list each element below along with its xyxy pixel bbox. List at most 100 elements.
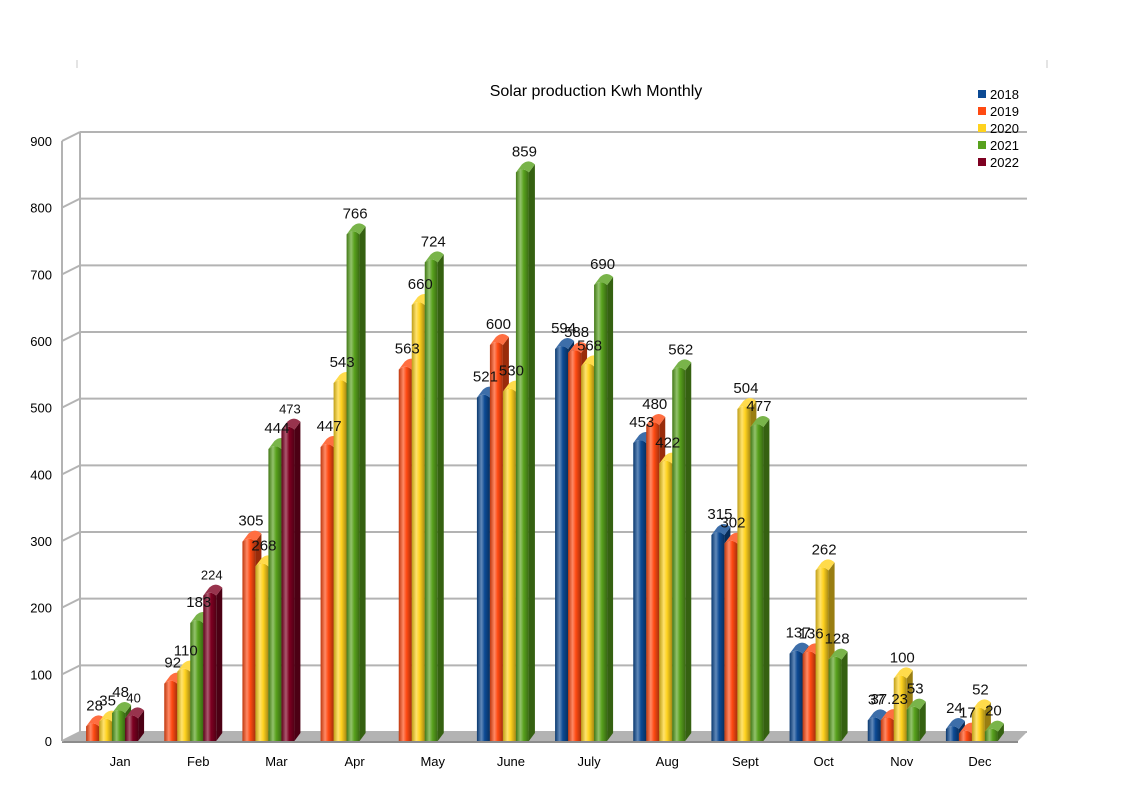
x-tick-label: Feb [187, 754, 209, 769]
data-label: 110 [174, 643, 198, 660]
data-label: 53 [907, 681, 924, 698]
data-label: 100 [890, 649, 915, 666]
legend-swatch-2018 [978, 90, 986, 98]
data-label: 473 [279, 402, 301, 417]
data-label: 480 [642, 396, 667, 413]
x-tick-label: Sept [732, 754, 759, 769]
floor [62, 732, 1027, 741]
data-label: 35 [99, 693, 116, 710]
x-tick-label: Aug [656, 754, 679, 769]
data-label: 724 [421, 233, 446, 250]
bars [86, 161, 1004, 742]
data-label: 422 [655, 435, 680, 452]
data-label: 37 [868, 691, 885, 708]
legend: 2018 2019 2020 2021 2022 [978, 87, 1019, 170]
data-label: 92 [164, 655, 181, 672]
x-tick-label: Oct [813, 754, 834, 769]
x-tick-label: Nov [890, 754, 914, 769]
y-axis: 0 100 200 300 400 500 600 700 800 900 [30, 134, 52, 749]
data-label: 563 [395, 341, 420, 358]
y-tick-label: 400 [30, 467, 52, 482]
x-axis: Jan Feb Mar Apr May June July Aug Sept Oct Nov Dec [110, 754, 992, 769]
y-tick-label: 700 [30, 267, 52, 282]
plot-frame [61, 132, 1027, 743]
data-label: 137 [786, 625, 811, 642]
bar-oct-2021 [828, 648, 848, 741]
crop-marks [76, 60, 1048, 68]
bar-nov-2021 [906, 698, 926, 741]
bar-feb-2022 [203, 584, 223, 741]
bar-june-2021 [515, 161, 535, 742]
bar-apr-2021 [346, 223, 366, 742]
data-label: 594 [551, 320, 576, 337]
gridlines [61, 131, 1027, 742]
bar-sept-2021 [750, 416, 770, 741]
bar-dec-2020 [971, 699, 991, 741]
data-label: 268 [251, 537, 276, 554]
data-label: 543 [330, 354, 355, 371]
y-tick-label: 100 [30, 667, 52, 682]
bar-july-2021 [594, 274, 614, 741]
data-label: 17 [959, 705, 976, 722]
data-label: 504 [733, 380, 758, 397]
y-tick-label: 300 [30, 534, 52, 549]
data-label: 40 [126, 690, 140, 705]
legend-label-2022: 2022 [990, 155, 1019, 170]
y-tick-label: 600 [30, 334, 52, 349]
y-tick-label: 0 [45, 734, 52, 749]
data-label: 48 [112, 684, 129, 701]
floor-edge [62, 741, 1018, 743]
data-label: 600 [486, 316, 511, 333]
bar-dec-2021 [984, 720, 1004, 741]
x-tick-label: May [420, 754, 445, 769]
data-label: 521 [473, 369, 498, 386]
gridline-side [61, 197, 81, 209]
legend-swatch-2021 [978, 141, 986, 149]
y-tick-label: 800 [30, 201, 52, 216]
data-label: 766 [343, 205, 368, 222]
legend-label-2020: 2020 [990, 121, 1019, 136]
legend-label-2018: 2018 [990, 87, 1019, 102]
legend-swatch-2019 [978, 107, 986, 115]
gridline-side [61, 597, 81, 609]
data-label: 568 [577, 337, 602, 354]
gridline-side [61, 331, 81, 342]
gridline-side [61, 131, 81, 142]
x-tick-label: Jan [110, 754, 131, 769]
gridline-side [61, 531, 81, 542]
y-tick-label: 200 [30, 601, 52, 616]
x-tick-label: Dec [968, 754, 992, 769]
data-label: 128 [825, 631, 850, 648]
data-label: 315 [707, 506, 732, 523]
y-tick-label: 500 [30, 401, 52, 416]
data-label: 447 [317, 418, 342, 435]
legend-swatch-2020 [978, 124, 986, 132]
data-label: 477 [746, 398, 771, 415]
data-label: 28 [86, 697, 103, 714]
legend-swatch-2022 [978, 158, 986, 166]
gridline-side [61, 731, 81, 742]
gridline-side [61, 264, 81, 276]
data-label: 37.23 [870, 691, 908, 708]
x-tick-label: Apr [344, 754, 365, 769]
gridline-side [61, 664, 81, 676]
gridline-side [61, 464, 81, 476]
data-label: 690 [590, 256, 615, 273]
legend-label-2019: 2019 [990, 104, 1019, 119]
data-label: 183 [186, 594, 211, 611]
y-tick-label: 900 [30, 134, 52, 149]
data-label: 453 [629, 414, 654, 431]
bar-jan-2022 [125, 707, 145, 741]
data-label: 52 [972, 681, 989, 698]
data-label: 262 [812, 541, 837, 558]
data-label: 302 [720, 515, 745, 532]
data-label: 530 [499, 363, 524, 380]
bar-mar-2022 [281, 418, 301, 741]
data-label: 136 [799, 625, 824, 642]
data-label: 24 [946, 700, 963, 717]
data-label: 562 [668, 341, 693, 358]
data-label: 224 [201, 568, 223, 583]
data-label: 444 [264, 420, 289, 437]
